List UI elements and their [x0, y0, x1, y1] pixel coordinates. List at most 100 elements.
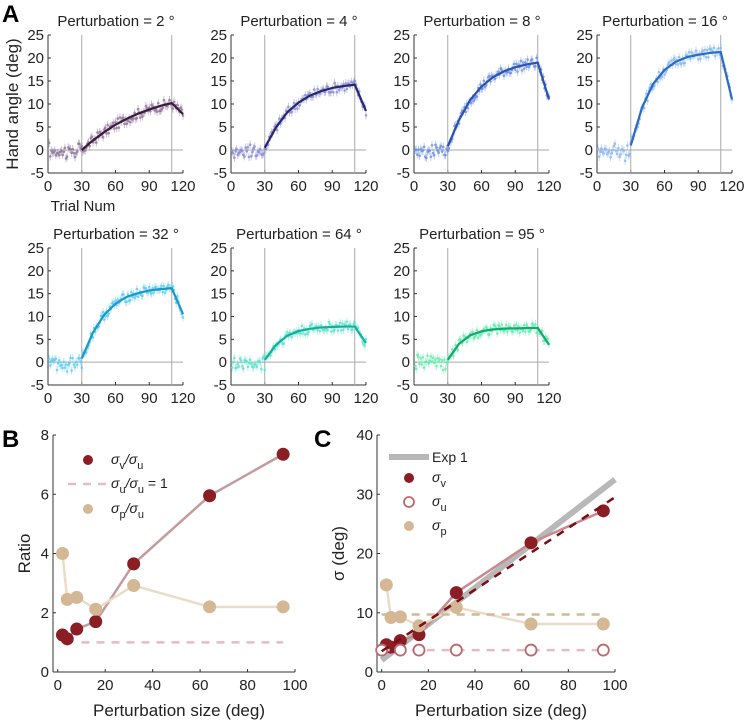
trial-point: [530, 58, 534, 61]
trial-point: [474, 334, 478, 337]
trial-point: [246, 365, 250, 369]
trial-point: [253, 145, 256, 148]
trial-point: [696, 58, 700, 61]
trial-point: [600, 147, 603, 150]
trial-point: [436, 149, 439, 152]
trial-point: [126, 292, 130, 296]
trial-point: [102, 318, 106, 321]
trial-point: [546, 337, 550, 340]
trial-point: [435, 146, 438, 149]
trial-point: [488, 74, 491, 78]
y-tick-label: -5: [214, 165, 227, 182]
legend-swatch: [403, 496, 415, 508]
trial-point: [128, 298, 132, 302]
trial-point: [234, 149, 237, 153]
y-tick-label: 20: [27, 263, 44, 280]
data-point: [127, 578, 141, 592]
data-point: [596, 504, 610, 518]
subplot-title: Perturbation = 8 °: [423, 13, 540, 30]
y-tick-label: 25: [393, 240, 410, 257]
trial-point: [278, 117, 281, 120]
trial-point: [597, 155, 601, 158]
trial-point: [144, 104, 148, 108]
x-tick-label: 120: [170, 390, 195, 407]
y-tick-label: 15: [576, 73, 593, 90]
trial-point: [299, 332, 303, 335]
x-tick-label: 0: [227, 390, 235, 407]
trial-point: [107, 312, 111, 315]
trial-point: [252, 365, 255, 369]
subplot-title: Perturbation = 32 °: [53, 226, 179, 243]
y-tick-label: 5: [585, 119, 593, 136]
trial-point: [111, 301, 115, 304]
trial-point: [60, 363, 63, 367]
data-point: [393, 643, 407, 657]
x-tick-label: 30: [256, 178, 273, 195]
legend-subscript: u: [138, 484, 144, 496]
trial-point: [673, 57, 676, 60]
trial-point: [161, 106, 165, 110]
data-point: [203, 600, 217, 614]
y-tick-label: -5: [31, 377, 44, 394]
trial-point: [465, 340, 469, 344]
series-line: [61, 553, 284, 611]
x-axis-label: Perturbation size (deg): [93, 701, 265, 720]
data-point: [596, 617, 610, 631]
trial-point: [617, 146, 620, 150]
trial-point: [149, 109, 152, 113]
y-tick-label: 15: [393, 73, 410, 90]
trial-point: [233, 156, 236, 159]
trial-point: [249, 155, 253, 158]
trial-point: [69, 147, 72, 151]
trial-point: [56, 151, 60, 155]
x-tick-label: 0: [44, 390, 52, 407]
y-tick-label: 10: [393, 96, 410, 113]
trial-point: [135, 287, 139, 291]
trial-point: [498, 325, 501, 328]
trial-point: [106, 314, 109, 318]
y-tick-label: -5: [31, 165, 44, 182]
trial-point: [353, 79, 357, 83]
trial-point: [429, 355, 433, 358]
trial-point: [54, 357, 58, 360]
trial-point: [101, 310, 105, 314]
trial-point: [172, 100, 176, 104]
x-axis-label: Trial Num: [51, 198, 115, 215]
trial-point: [535, 331, 538, 335]
trial-point: [255, 365, 259, 369]
trial-point: [447, 146, 451, 150]
legend-tail: = 1: [144, 475, 168, 491]
trial-point: [125, 122, 129, 126]
trial-point: [344, 82, 348, 85]
trial-point: [439, 144, 443, 148]
trial-point: [511, 330, 515, 333]
trial-point: [306, 332, 309, 336]
y-tick-label: 4: [41, 546, 49, 563]
trial-point: [596, 147, 600, 150]
y-tick-label: -5: [397, 377, 410, 394]
trial-point: [300, 324, 304, 328]
data-point: [393, 610, 407, 624]
legend-swatch: [83, 504, 93, 514]
legend-subscript: u: [137, 460, 143, 472]
x-tick-label: 80: [560, 677, 577, 694]
y-tick-label: 0: [219, 354, 227, 371]
trial-point: [420, 363, 424, 366]
legend-sigma: σ: [432, 493, 441, 509]
legend-swatch: [404, 473, 414, 483]
y-tick-label: 15: [210, 73, 227, 90]
y-tick-label: 0: [36, 354, 44, 371]
trial-point: [429, 155, 433, 159]
x-tick-label: 60: [107, 390, 124, 407]
trial-point: [421, 355, 425, 359]
trial-point: [246, 145, 250, 149]
trial-point: [150, 292, 153, 296]
trial-point: [626, 144, 629, 147]
x-tick-label: 60: [513, 677, 530, 694]
trial-point: [624, 153, 628, 157]
y-tick-label: 6: [41, 486, 49, 503]
trial-point: [48, 364, 52, 367]
trial-point: [599, 150, 602, 154]
y-tick-label: -5: [580, 165, 593, 182]
legend-sigma: σ: [432, 469, 441, 485]
